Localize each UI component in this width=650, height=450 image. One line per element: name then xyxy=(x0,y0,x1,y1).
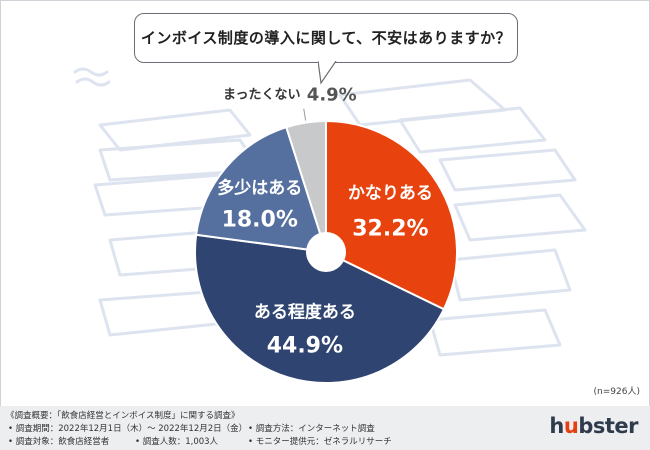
footer-overview: 《調査概要：「飲食店経営とインボイス制度」に関する調査》 xyxy=(6,411,240,421)
slice-value-label: 18.0% xyxy=(222,207,298,232)
pie-slice xyxy=(285,119,327,253)
leader-line xyxy=(303,108,307,121)
question-text: インボイス制度の導入に関して、不安はありますか？ xyxy=(140,29,512,47)
pie-slice xyxy=(325,119,458,311)
bubble-tail xyxy=(318,61,337,85)
slice-label: まったくない xyxy=(223,88,300,103)
footer-provider: • モニター提供元：ゼネラルリサーチ xyxy=(248,437,392,447)
hubster-logo: hubster xyxy=(549,414,638,438)
survey-footer: 《調査概要：「飲食店経営とインボイス制度」に関する調査》 • 調査期間：2022… xyxy=(0,406,650,450)
footer-period: • 調査期間：2022年12月1日（木）～ 2022年12月2日（金） xyxy=(8,424,248,434)
slice-label: ある程度ある xyxy=(254,301,356,322)
slice-value-label: 4.9% xyxy=(307,85,357,106)
slice-value-label: 32.2% xyxy=(352,217,428,242)
footer-target: • 調査対象：飲食店経営者 xyxy=(8,437,110,447)
question-bubble: インボイス制度の導入に関して、不安はありますか？ xyxy=(134,13,518,63)
footer-method: • 調査方法：インターネット調査 xyxy=(248,424,375,434)
pie-slice xyxy=(195,125,328,254)
donut-hole xyxy=(306,232,346,272)
slice-label: 多少はある xyxy=(217,177,302,198)
background-illustration xyxy=(73,67,587,357)
sample-size-note: (n=926人) xyxy=(593,387,640,397)
slice-label: かなりある xyxy=(348,184,433,204)
footer-count: • 調査人数：1,003人 xyxy=(135,437,219,447)
pie-chart: かなりある 32.2% ある程度ある 44.9% 多少はある 18.0% まったくない 4.9… xyxy=(194,85,458,384)
slice-value-label: 44.9% xyxy=(267,333,343,358)
pie-slice xyxy=(194,233,446,384)
